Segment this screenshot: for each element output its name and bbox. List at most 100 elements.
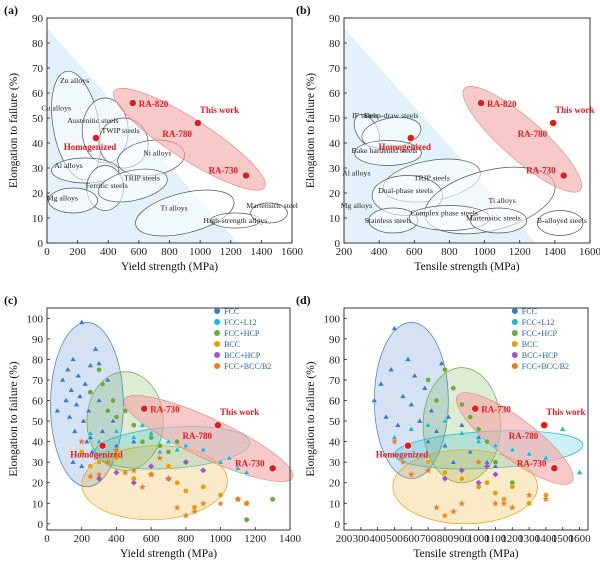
x-tick-label: 1000 (210, 533, 233, 545)
x-tick-label: 500 (386, 533, 403, 545)
x-tick-label: 1600 (281, 246, 304, 258)
work-point-label: RA-820 (487, 99, 517, 109)
data-point-triangle (64, 366, 72, 372)
data-point-star: ★ (164, 474, 172, 484)
y-tick-label: 70 (329, 375, 341, 387)
y-tick-label: 10 (329, 498, 341, 510)
data-point-star: ★ (458, 498, 466, 508)
data-point-star: ★ (542, 494, 550, 504)
data-point-diamond (96, 475, 103, 482)
y-tick-label: 20 (32, 478, 44, 490)
legend-marker (511, 363, 518, 369)
legend-marker (511, 330, 518, 336)
region-label: TRIP steels (124, 174, 160, 183)
panel-label: (b) (296, 3, 311, 17)
x-axis-label: Tensile strength (MPa) (413, 548, 518, 560)
legend-label: BCC+HCP (522, 351, 559, 360)
data-point-star: ★ (441, 511, 449, 521)
data-point-triangle (391, 434, 398, 440)
region-label: Ferritic steels (86, 181, 128, 190)
data-point-circle (183, 488, 189, 494)
y-tick-label: 0 (335, 519, 341, 531)
region-label: Complex phase steels (410, 209, 478, 218)
y-tick-label: 90 (32, 13, 44, 25)
region-outline (48, 187, 98, 214)
plot-frame (343, 17, 591, 244)
data-point-triangle (234, 465, 242, 471)
data-point-circle (484, 479, 490, 486)
data-point-triangle (66, 413, 73, 420)
work-point-label: RA-730 (235, 458, 265, 468)
data-point-triangle (525, 450, 533, 457)
plot-frame (343, 307, 589, 531)
data-point-triangle (88, 448, 96, 455)
data-point-star: ★ (147, 470, 155, 480)
x-tick-label: 200 (336, 246, 353, 258)
this-work-label: This work (546, 407, 585, 417)
data-point-diamond (200, 467, 207, 474)
data-point-triangle (438, 360, 445, 366)
region-label: Mg alloys (47, 194, 78, 203)
data-point-circle (96, 459, 102, 465)
region-outline (97, 168, 168, 203)
legend-label: FCC (224, 307, 239, 316)
data-point-triangle (156, 448, 164, 455)
region-outline (392, 449, 538, 525)
data-point-circle (217, 492, 224, 498)
data-point-triangle (113, 428, 120, 434)
work-point-label: Homogenized (64, 142, 117, 152)
x-tick-label: 400 (369, 533, 386, 545)
x-tick-label: 700 (420, 533, 437, 545)
region-outline (135, 189, 235, 237)
work-point-label: Homogenized (376, 450, 429, 460)
legend-label: BCC (224, 340, 240, 349)
data-point-circle (442, 469, 448, 476)
data-point-star: ★ (399, 457, 407, 467)
data-point-star: ★ (86, 472, 94, 482)
legend-label: FCC+BCC/B2 (224, 362, 271, 371)
data-point-circle (122, 408, 128, 414)
x-axis-label: Tensile strength (MPa) (414, 261, 519, 273)
data-point-triangle (394, 421, 402, 428)
data-point-triangle (559, 425, 567, 432)
work-point (92, 134, 100, 142)
data-point-triangle (391, 325, 398, 331)
data-point-triangle (87, 430, 94, 436)
work-point (128, 99, 137, 107)
y-tick-label: 80 (32, 354, 44, 366)
data-point-triangle (78, 319, 85, 325)
work-point (550, 464, 559, 473)
region-outline (250, 202, 288, 224)
this-work-region (456, 392, 574, 485)
this-work-region (462, 86, 582, 193)
work-point (559, 171, 568, 180)
y-tick-label: 40 (329, 138, 341, 150)
data-point-triangle (433, 428, 440, 434)
x-tick-label: 200 (73, 533, 90, 545)
data-point-triangle (542, 454, 550, 461)
x-tick-label: 600 (143, 533, 160, 545)
data-point-diamond (130, 479, 137, 486)
data-point-circle (165, 449, 172, 455)
y-tick-label: 40 (32, 138, 44, 150)
legend-label: FCC+L12 (522, 318, 555, 327)
data-point-circle (200, 484, 206, 490)
data-point-star: ★ (243, 498, 251, 508)
data-point-star: ★ (390, 437, 398, 447)
y-tick-label: 0 (38, 519, 44, 531)
work-point (98, 441, 107, 450)
data-point-circle (157, 442, 163, 449)
data-point-triangle (130, 434, 138, 440)
data-point-triangle (421, 384, 429, 391)
region-outline (536, 210, 584, 236)
x-tick-label: 1200 (244, 533, 267, 545)
y-tick-label: 70 (329, 63, 341, 75)
region-label: High-strength alloys (203, 216, 267, 225)
data-point-circle (99, 381, 106, 387)
y-tick-label: 50 (329, 113, 341, 125)
x-tick-label: 1400 (535, 533, 558, 545)
y-tick-label: 60 (329, 396, 341, 408)
data-point-triangle (408, 425, 415, 432)
y-tick-label: 80 (329, 38, 341, 50)
